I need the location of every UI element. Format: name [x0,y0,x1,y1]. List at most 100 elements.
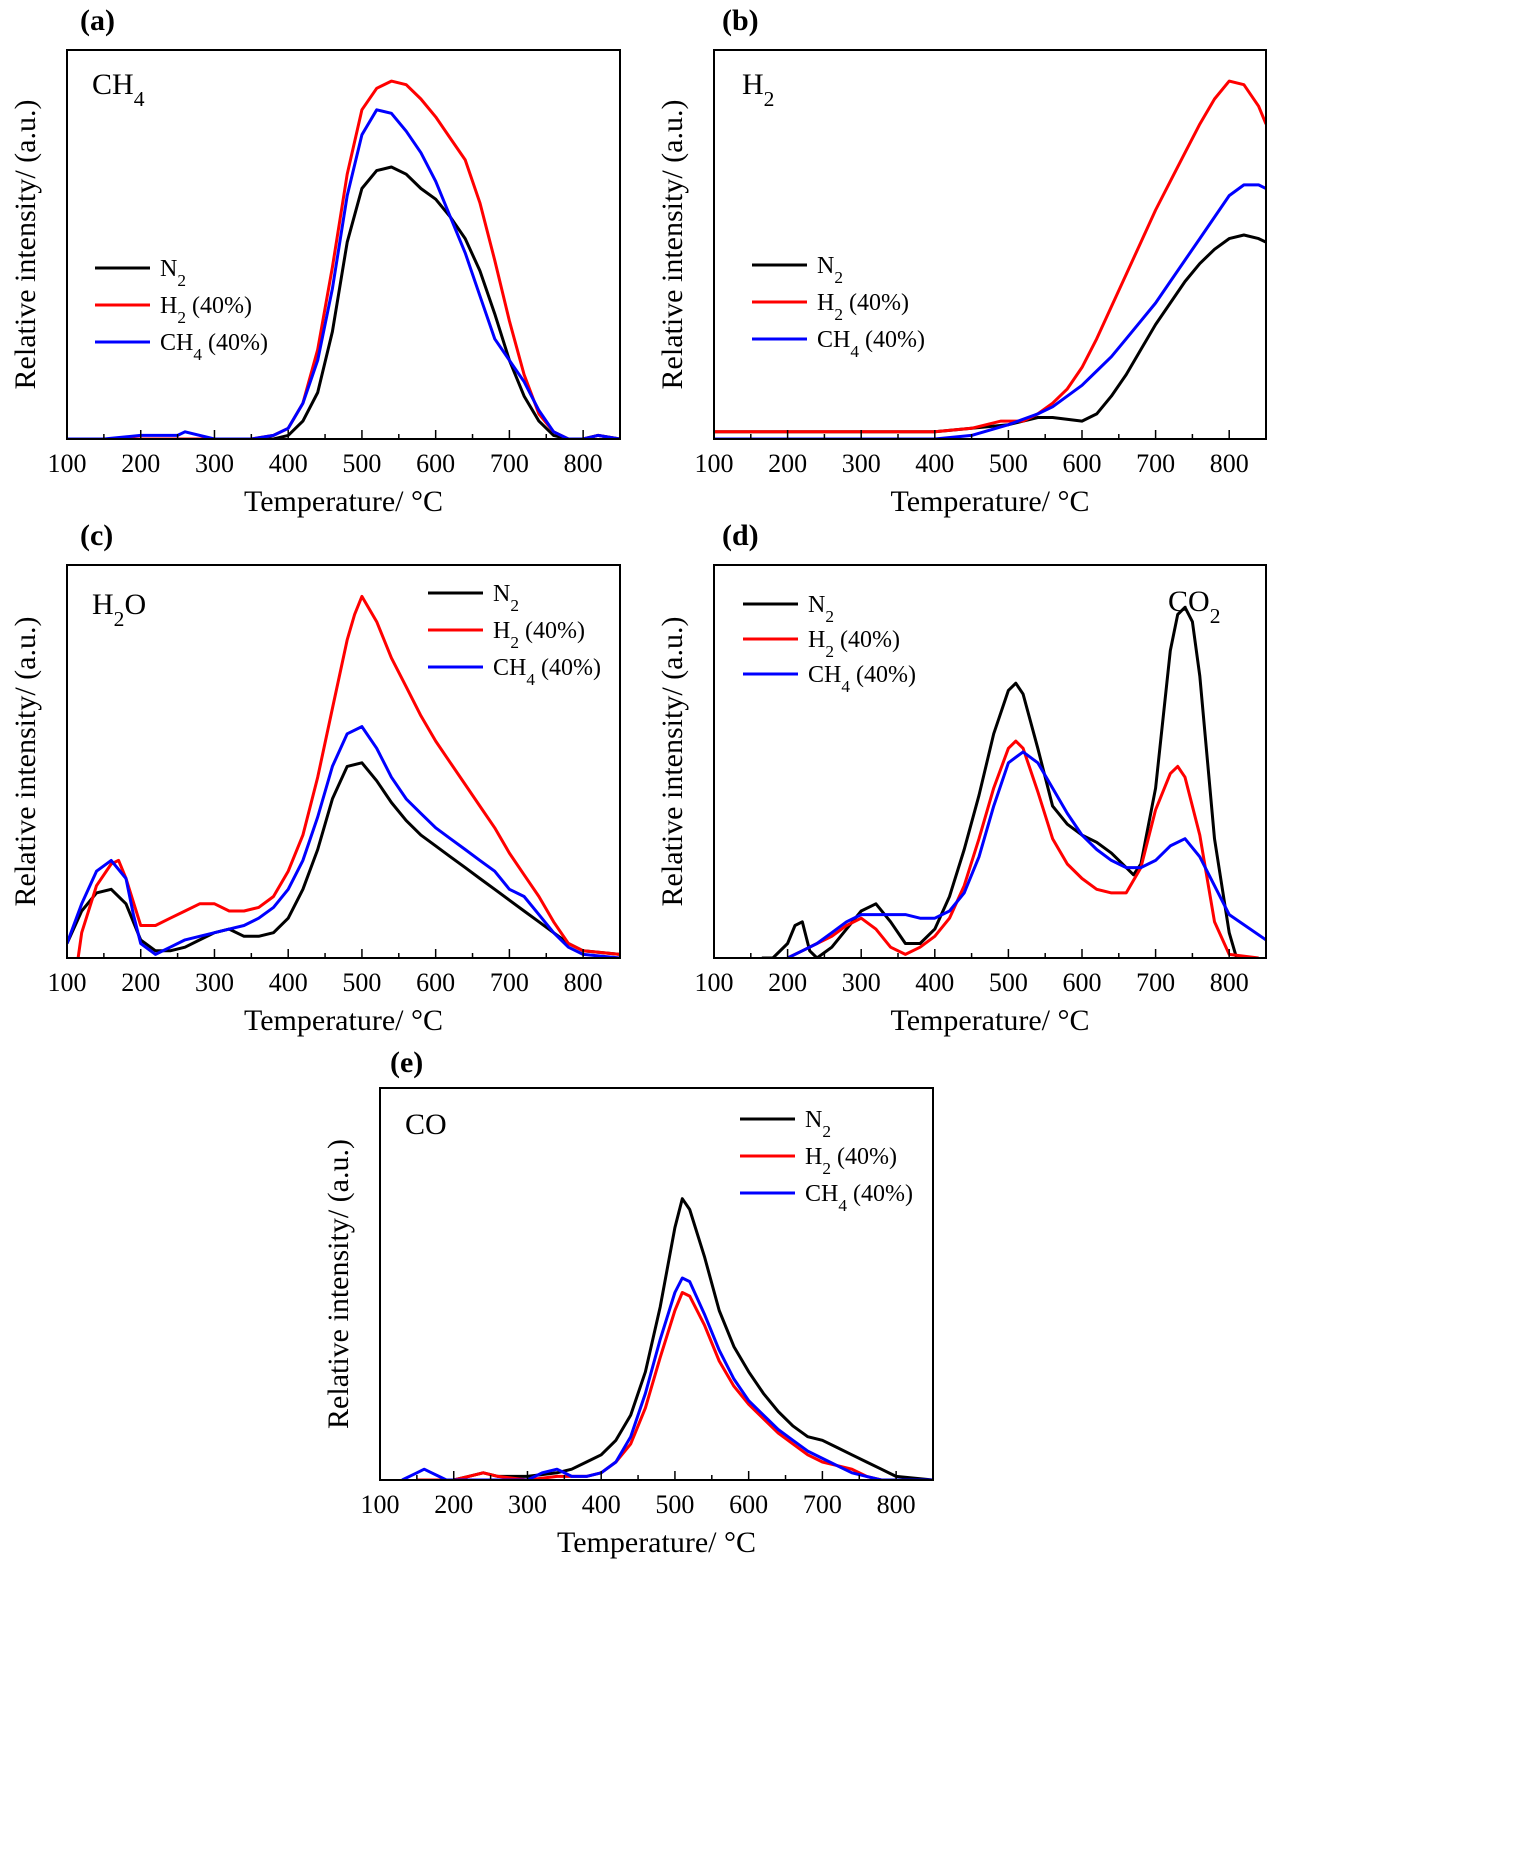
x-tick-label: 800 [564,968,603,997]
legend-label-ch4: CH4 (40%) [808,662,916,696]
x-tick-label: 700 [1136,968,1175,997]
x-axis-title: Temperature/ °C [244,485,443,518]
y-axis-title: Relative intensity/ (a.u.) [9,100,42,390]
legend-label-n2: N2 [493,581,519,615]
plot-frame [713,49,1267,440]
panel-label: (b) [722,4,759,37]
x-tick-label: 300 [508,1490,547,1519]
legend-label-n2: N2 [817,253,843,287]
series-line-n2 [67,761,620,956]
chart-panel-d: 100 200 300 400 500 600 700 800 Temperature/ °C R… [656,519,1267,1037]
plot-frame [66,49,621,440]
panel-label: (a) [80,4,115,37]
x-tick-label: 300 [842,968,881,997]
x-tick-label: 800 [1210,449,1249,478]
species-label: H2O [92,588,146,631]
species-label: CO [405,1108,447,1141]
x-tick-label: 100 [48,449,87,478]
x-tick-label: 100 [48,968,87,997]
panel-label: (e) [390,1046,423,1079]
x-tick-label: 800 [877,1490,916,1519]
series-line-n2 [67,165,620,439]
plot-frame [66,564,621,959]
x-tick-label: 500 [989,968,1028,997]
x-tick-label: 100 [361,1490,400,1519]
x-tick-label: 100 [695,968,734,997]
legend-label-h2: H2 (40%) [805,1144,897,1178]
x-tick-label: 600 [1063,968,1102,997]
series-line-ch4 [67,108,620,439]
x-tick-label: 200 [434,1490,473,1519]
legend-label-n2: N2 [160,256,186,290]
x-tick-label: 300 [842,449,881,478]
x-axis-title: Temperature/ °C [891,1004,1090,1037]
legend-label-h2: H2 (40%) [817,290,909,324]
x-tick-label: 200 [768,449,807,478]
y-axis-title: Relative intensity/ (a.u.) [656,100,689,390]
x-tick-label: 800 [1210,968,1249,997]
plot-frame [713,564,1267,959]
legend-label-h2: H2 (40%) [160,293,252,327]
x-tick-label: 600 [416,449,455,478]
legend-label-h2: H2 (40%) [808,627,900,661]
x-tick-label: 200 [121,449,160,478]
series-line-ch4 [67,725,620,958]
series-line-ch4 [714,183,1266,439]
x-tick-label: 400 [582,1490,621,1519]
x-tick-label: 600 [729,1490,768,1519]
x-tick-label: 400 [269,968,308,997]
legend-label-n2: N2 [808,592,834,626]
legend-label-h2: H2 (40%) [493,618,585,652]
series-line-n2 [416,1197,933,1480]
x-tick-label: 600 [1063,449,1102,478]
x-tick-label: 800 [564,449,603,478]
x-tick-label: 300 [195,968,234,997]
legend-label-ch4: CH4 (40%) [160,330,268,364]
x-tick-label: 200 [768,968,807,997]
chart-panel-a: 100 200 300 400 500 600 700 800 Temperature/ °C R… [9,4,621,518]
x-axis-title: Temperature/ °C [557,1526,756,1559]
y-axis-title: Relative intensity/ (a.u.) [322,1139,355,1429]
x-tick-label: 700 [803,1490,842,1519]
y-axis-title: Relative intensity/ (a.u.) [9,617,42,907]
series-line-h2 [67,79,620,439]
panel-label: (c) [80,519,113,552]
legend-label-n2: N2 [805,1107,831,1141]
legend-label-ch4: CH4 (40%) [493,655,601,689]
x-tick-label: 200 [121,968,160,997]
x-tick-label: 100 [695,449,734,478]
legend-label-ch4: CH4 (40%) [817,327,925,361]
x-tick-label: 700 [490,449,529,478]
chart-panel-c: 100 200 300 400 500 600 700 800 Temperature/ °C R… [9,519,621,1037]
x-tick-label: 400 [269,449,308,478]
x-tick-label: 500 [342,449,381,478]
x-tick-label: 300 [195,449,234,478]
series-line-ch4 [786,750,1266,958]
x-tick-label: 400 [915,968,954,997]
species-label: CH4 [92,68,145,111]
chart-panel-e: 100 200 300 400 500 600 700 800 Temperature/ °C R… [322,1046,934,1559]
x-tick-label: 400 [915,449,954,478]
x-tick-label: 500 [342,968,381,997]
series-line-n2 [761,605,1239,958]
species-label: CO2 [1168,585,1220,628]
x-tick-label: 500 [989,449,1028,478]
x-axis-title: Temperature/ °C [891,485,1090,518]
panel-label: (d) [722,519,759,552]
plot-frame [379,1087,934,1481]
series-line-h2 [76,594,620,958]
legend-label-ch4: CH4 (40%) [805,1181,913,1215]
x-tick-label: 700 [490,968,529,997]
series-line-h2 [416,1291,933,1480]
species-label: H2 [742,68,774,111]
x-tick-label: 600 [416,968,455,997]
x-tick-label: 700 [1136,449,1175,478]
y-axis-title: Relative intensity/ (a.u.) [656,617,689,907]
x-tick-label: 500 [655,1490,694,1519]
